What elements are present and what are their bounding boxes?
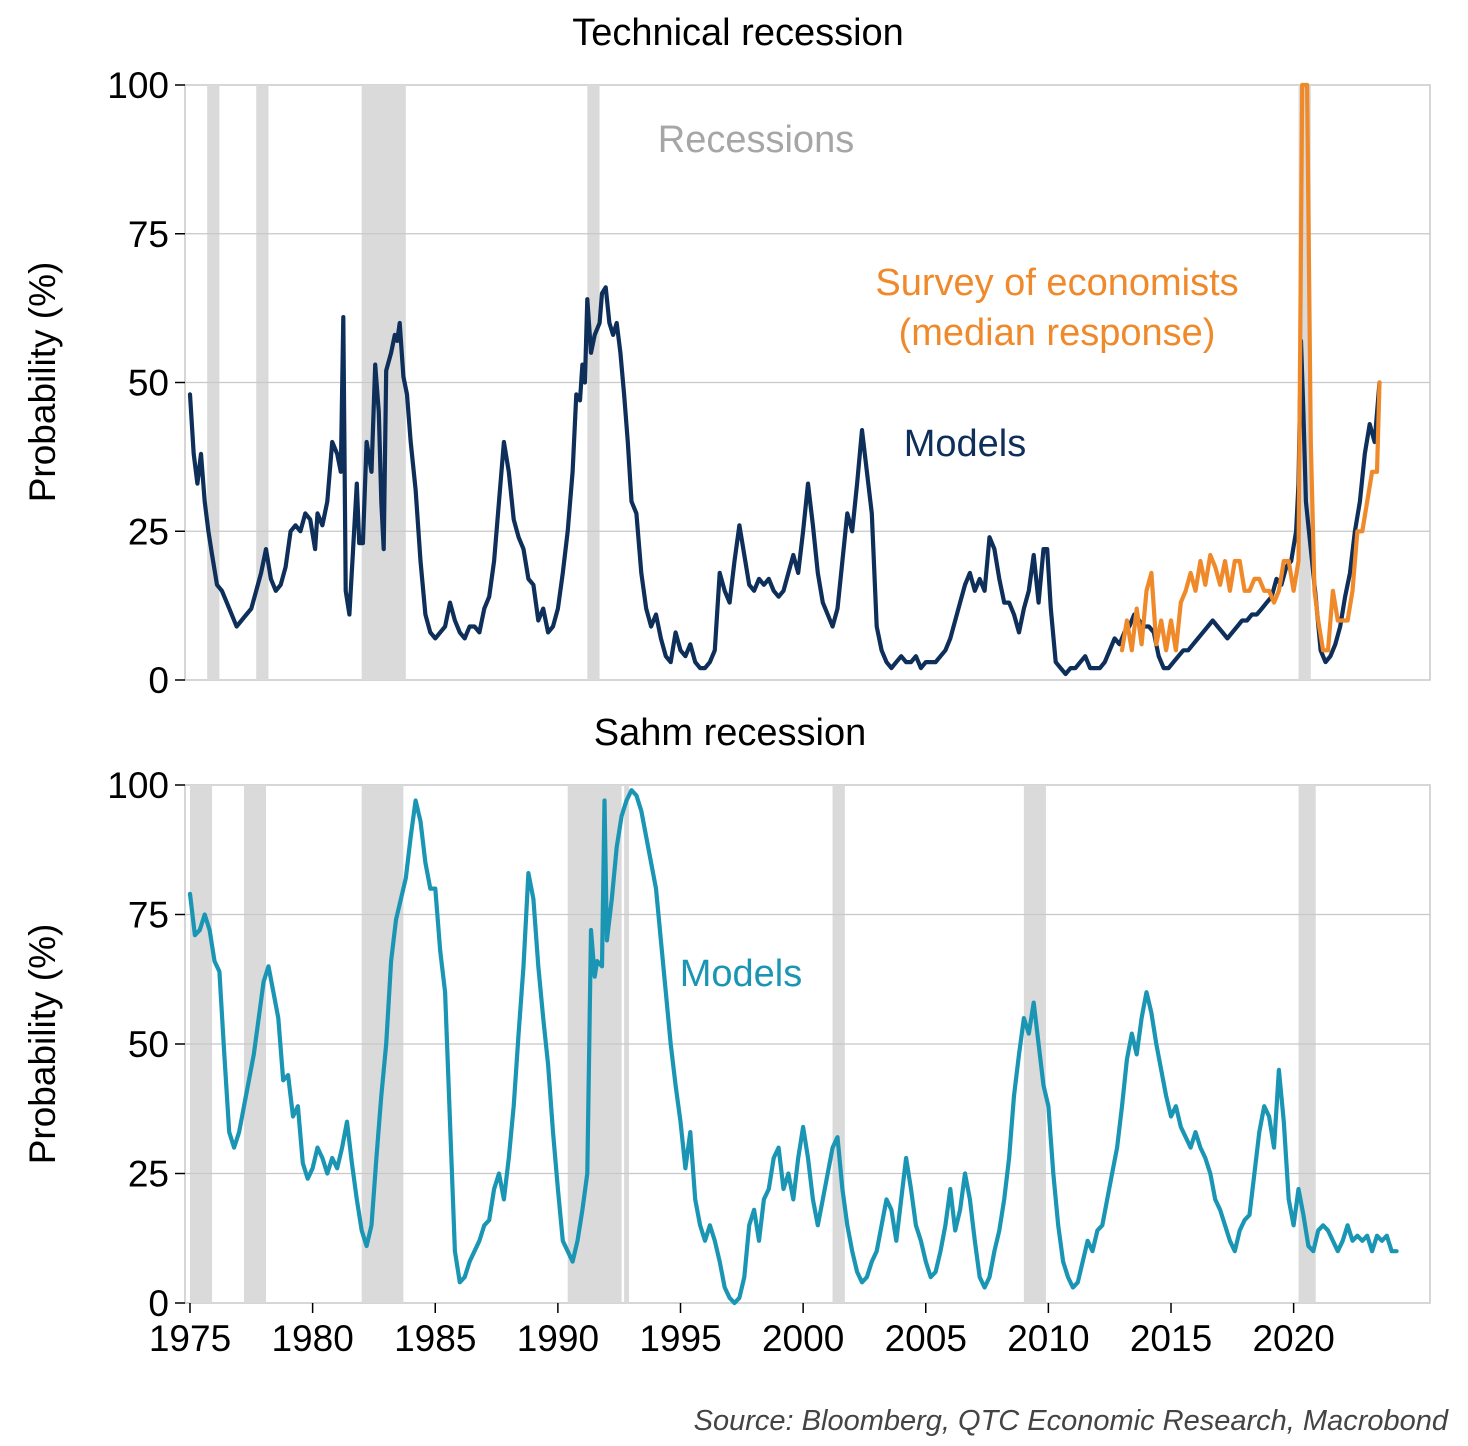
x-tick-label: 1990 <box>517 1318 599 1359</box>
y-axis-title: Probability (%) <box>22 924 63 1165</box>
y-tick-labels: 0 25 50 75 100 <box>107 765 185 1324</box>
survey-annotation-line2: (median response) <box>899 312 1216 354</box>
x-tick-label: 1995 <box>639 1318 721 1359</box>
y-tick-label: 0 <box>148 660 169 701</box>
y-tick-label: 25 <box>128 1154 169 1195</box>
y-tick-label: 75 <box>128 214 169 255</box>
y-tick-label: 0 <box>148 1283 169 1324</box>
x-tick-label: 1980 <box>271 1318 353 1359</box>
series-line-1 <box>187 285 1382 677</box>
x-tick-label: 2010 <box>1007 1318 1089 1359</box>
y-gridlines <box>185 913 1430 1175</box>
x-tick-label: 1985 <box>394 1318 476 1359</box>
x-tick-label: 1975 <box>149 1318 231 1359</box>
y-tick-label: 75 <box>128 895 169 936</box>
y-tick-label: 25 <box>128 511 169 552</box>
x-tick-labels: 1975 1980 1985 1990 1995 2000 2005 2010 2015 2020 <box>149 1303 1335 1359</box>
y-tick-label: 50 <box>128 363 169 404</box>
models-annotation: Models <box>680 953 803 995</box>
y-tick-label: 100 <box>107 765 169 806</box>
series-lines <box>187 788 1399 1306</box>
sahm-recession-title: Sahm recession <box>594 712 866 754</box>
series-lines <box>187 82 1382 677</box>
technical-recession-title: Technical recession <box>572 12 904 54</box>
y-tick-label: 100 <box>107 65 169 106</box>
recessions-annotation: Recessions <box>658 119 854 161</box>
x-tick-label: 2005 <box>885 1318 967 1359</box>
series-line-1 <box>187 788 1399 1306</box>
models-annotation: Models <box>904 423 1027 465</box>
source-note: Source: Bloomberg, QTC Economic Research… <box>694 1405 1449 1437</box>
y-gridlines <box>185 233 1430 532</box>
technical-recession-panel: Technical recession 0 25 50 75 100 Probabili… <box>22 12 1431 701</box>
series-line-2 <box>1119 82 1382 653</box>
y-tick-label: 50 <box>128 1024 169 1065</box>
x-tick-label: 2020 <box>1252 1318 1334 1359</box>
x-tick-label: 2015 <box>1130 1318 1212 1359</box>
y-tick-labels: 0 25 50 75 100 <box>107 65 185 701</box>
x-tick-label: 2000 <box>762 1318 844 1359</box>
survey-annotation-line1: Survey of economists <box>875 262 1238 304</box>
y-axis-title: Probability (%) <box>22 262 63 503</box>
